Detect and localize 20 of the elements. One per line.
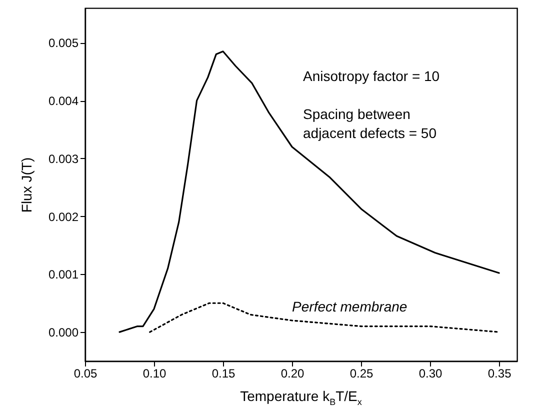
annotation: Anisotropy factor = 10	[303, 68, 440, 84]
y-tick-label: 0.002	[48, 210, 79, 224]
line-series	[118, 50, 500, 333]
y-tick-label: 0.004	[48, 94, 79, 108]
x-tick-label: 0.30	[418, 366, 443, 380]
x-tick-label: 0.15	[212, 366, 236, 380]
line-series	[149, 302, 500, 333]
y-tick-label: 0.005	[48, 36, 79, 50]
annotation: Spacing between adjacent defects = 50	[303, 106, 437, 141]
x-tick-label: 0.35	[488, 366, 512, 380]
y-tick-label: 0.003	[48, 152, 79, 166]
y-axis-title: Flux J(T)	[18, 157, 34, 213]
y-tick-label: 0.001	[48, 268, 79, 282]
x-tick-label: 0.05	[74, 366, 98, 380]
x-tick-label: 0.25	[350, 366, 374, 380]
y-tick-label: 0.000	[48, 326, 79, 340]
x-axis-title: Temperature k$_{B}$T/E$_{x}$	[239, 388, 363, 407]
series-label: Perfect membrane	[292, 298, 408, 314]
x-tick-label: 0.20	[280, 366, 305, 380]
x-tick-label: 0.10	[142, 366, 167, 380]
